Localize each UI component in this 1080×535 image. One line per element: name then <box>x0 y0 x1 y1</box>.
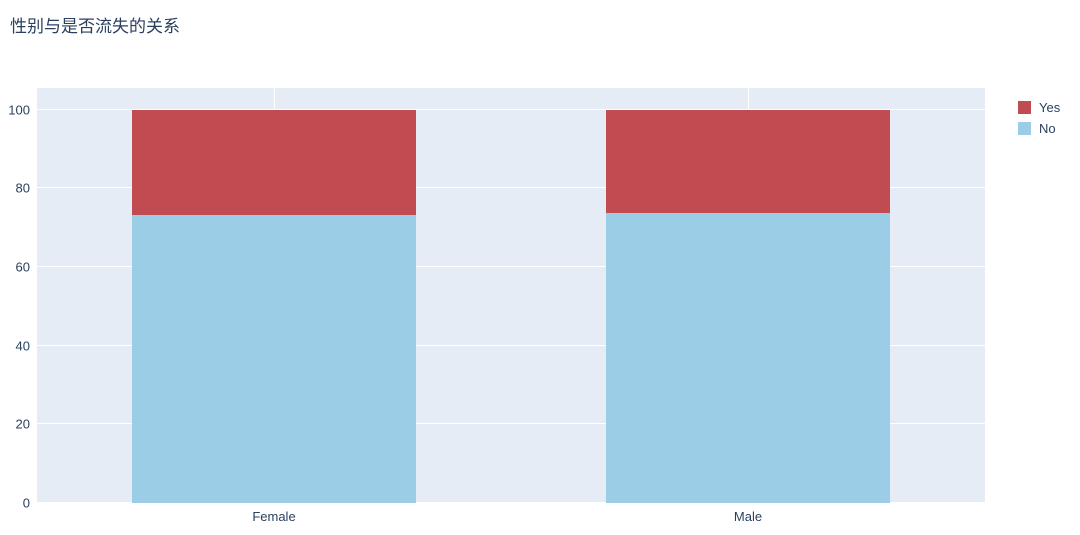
y-tick-label-100: 100 <box>8 102 30 118</box>
y-tick-label-80: 80 <box>15 180 30 196</box>
bar-segment-female-yes[interactable] <box>131 109 417 216</box>
legend-label-no: No <box>1039 121 1056 136</box>
horizontal-gridline-40 <box>37 344 985 346</box>
horizontal-gridline-80 <box>37 187 985 189</box>
plot-area <box>37 88 985 503</box>
y-tick-label-0: 0 <box>22 495 30 511</box>
horizontal-gridline-20 <box>37 423 985 425</box>
bar-segment-male-no[interactable] <box>605 212 891 503</box>
horizontal-gridline-100 <box>37 108 985 110</box>
legend-item-no[interactable]: No <box>1018 118 1060 139</box>
horizontal-gridline-60 <box>37 265 985 267</box>
bar-segment-female-no[interactable] <box>131 215 417 503</box>
legend-swatch-no <box>1018 122 1031 135</box>
y-tick-label-40: 40 <box>15 338 30 354</box>
y-tick-label-20: 20 <box>15 416 30 432</box>
legend-item-yes[interactable]: Yes <box>1018 97 1060 118</box>
legend-swatch-yes <box>1018 101 1031 114</box>
horizontal-gridline-0 <box>37 502 985 503</box>
legend: Yes No <box>1018 97 1060 139</box>
legend-label-yes: Yes <box>1039 100 1061 115</box>
y-tick-label-60: 60 <box>15 259 30 275</box>
x-tick-label-male: Male <box>733 509 763 524</box>
bar-segment-male-yes[interactable] <box>605 109 891 213</box>
chart-title: 性别与是否流失的关系 <box>10 17 180 36</box>
x-tick-label-female: Female <box>252 509 296 524</box>
